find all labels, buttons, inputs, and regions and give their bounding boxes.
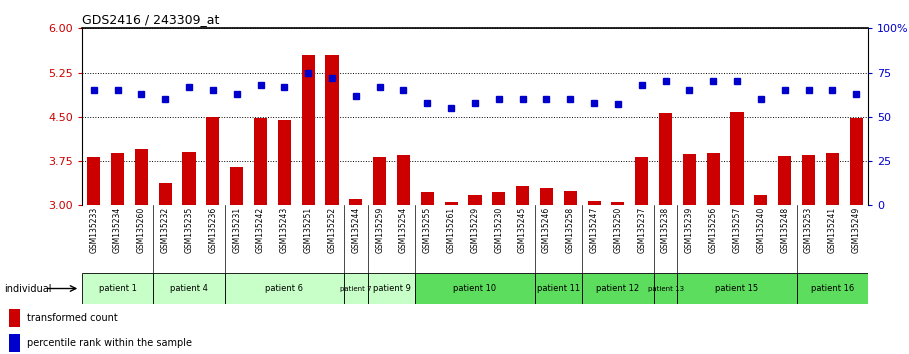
Bar <box>778 156 791 205</box>
Bar <box>445 202 457 205</box>
Text: GDS2416 / 243309_at: GDS2416 / 243309_at <box>82 13 219 26</box>
Bar <box>731 112 744 205</box>
Text: patient 6: patient 6 <box>265 284 304 293</box>
Bar <box>421 192 434 205</box>
Bar <box>802 155 815 205</box>
Text: GSM135235: GSM135235 <box>185 207 194 253</box>
FancyBboxPatch shape <box>677 273 796 304</box>
Text: GSM135233: GSM135233 <box>89 207 98 253</box>
Text: patient 7: patient 7 <box>340 286 372 291</box>
FancyBboxPatch shape <box>154 273 225 304</box>
Text: GSM135258: GSM135258 <box>565 207 574 253</box>
Bar <box>516 187 529 205</box>
Bar <box>825 153 839 205</box>
Bar <box>183 152 195 205</box>
Text: GSM135259: GSM135259 <box>375 207 385 253</box>
Text: GSM135242: GSM135242 <box>256 207 265 253</box>
Text: GSM135243: GSM135243 <box>280 207 289 253</box>
Text: GSM135247: GSM135247 <box>590 207 599 253</box>
Bar <box>9 309 20 327</box>
Bar <box>325 55 338 205</box>
FancyBboxPatch shape <box>796 273 868 304</box>
Bar <box>564 191 577 205</box>
Bar <box>659 113 672 205</box>
Bar <box>397 155 410 205</box>
Bar <box>206 117 219 205</box>
Text: GSM135239: GSM135239 <box>684 207 694 253</box>
Bar <box>159 183 172 205</box>
Bar <box>302 55 315 205</box>
Bar <box>9 334 20 352</box>
FancyBboxPatch shape <box>654 273 677 304</box>
Text: GSM135251: GSM135251 <box>304 207 313 253</box>
Text: GSM135254: GSM135254 <box>399 207 408 253</box>
FancyBboxPatch shape <box>225 273 344 304</box>
Bar <box>373 157 386 205</box>
Text: GSM135248: GSM135248 <box>780 207 789 253</box>
Bar <box>635 157 648 205</box>
Text: GSM135250: GSM135250 <box>614 207 623 253</box>
Text: GSM135245: GSM135245 <box>518 207 527 253</box>
Text: GSM135241: GSM135241 <box>828 207 837 253</box>
Bar <box>850 118 863 205</box>
Text: GSM135236: GSM135236 <box>208 207 217 253</box>
Bar <box>111 153 125 205</box>
FancyBboxPatch shape <box>582 273 654 304</box>
Text: GSM135246: GSM135246 <box>542 207 551 253</box>
Text: GSM135231: GSM135231 <box>232 207 241 253</box>
Text: GSM135252: GSM135252 <box>327 207 336 253</box>
Bar <box>587 201 601 205</box>
Bar <box>612 202 624 205</box>
Bar <box>349 199 363 205</box>
Text: patient 1: patient 1 <box>98 284 136 293</box>
Text: patient 4: patient 4 <box>170 284 208 293</box>
Bar <box>754 195 767 205</box>
Text: percentile rank within the sample: percentile rank within the sample <box>27 338 193 348</box>
Text: GSM135238: GSM135238 <box>661 207 670 253</box>
Text: GSM135253: GSM135253 <box>804 207 813 253</box>
Text: patient 12: patient 12 <box>596 284 639 293</box>
Text: GSM135249: GSM135249 <box>852 207 861 253</box>
Text: GSM135257: GSM135257 <box>733 207 742 253</box>
Bar <box>683 154 696 205</box>
Text: GSM135229: GSM135229 <box>471 207 479 253</box>
Text: patient 13: patient 13 <box>647 286 684 291</box>
Text: GSM135255: GSM135255 <box>423 207 432 253</box>
Text: patient 10: patient 10 <box>454 284 496 293</box>
Bar <box>468 195 482 205</box>
Bar <box>135 149 148 205</box>
Text: patient 15: patient 15 <box>715 284 759 293</box>
Text: GSM135234: GSM135234 <box>113 207 122 253</box>
Bar <box>493 192 505 205</box>
Bar <box>87 157 100 205</box>
Text: patient 9: patient 9 <box>373 284 411 293</box>
Bar <box>230 167 244 205</box>
Text: GSM135261: GSM135261 <box>446 207 455 253</box>
Text: GSM135237: GSM135237 <box>637 207 646 253</box>
FancyBboxPatch shape <box>344 273 368 304</box>
FancyBboxPatch shape <box>534 273 582 304</box>
Text: patient 16: patient 16 <box>811 284 854 293</box>
Text: transformed count: transformed count <box>27 313 118 323</box>
Bar <box>254 118 267 205</box>
Text: GSM135232: GSM135232 <box>161 207 170 253</box>
Text: GSM135260: GSM135260 <box>137 207 145 253</box>
Bar <box>278 120 291 205</box>
Text: patient 11: patient 11 <box>537 284 580 293</box>
FancyBboxPatch shape <box>82 273 154 304</box>
Text: GSM135244: GSM135244 <box>351 207 360 253</box>
Text: GSM135240: GSM135240 <box>756 207 765 253</box>
Text: GSM135256: GSM135256 <box>709 207 718 253</box>
FancyBboxPatch shape <box>415 273 534 304</box>
Bar <box>706 153 720 205</box>
Text: GSM135230: GSM135230 <box>494 207 504 253</box>
Bar <box>540 188 553 205</box>
Text: individual: individual <box>5 284 52 293</box>
FancyBboxPatch shape <box>368 273 415 304</box>
